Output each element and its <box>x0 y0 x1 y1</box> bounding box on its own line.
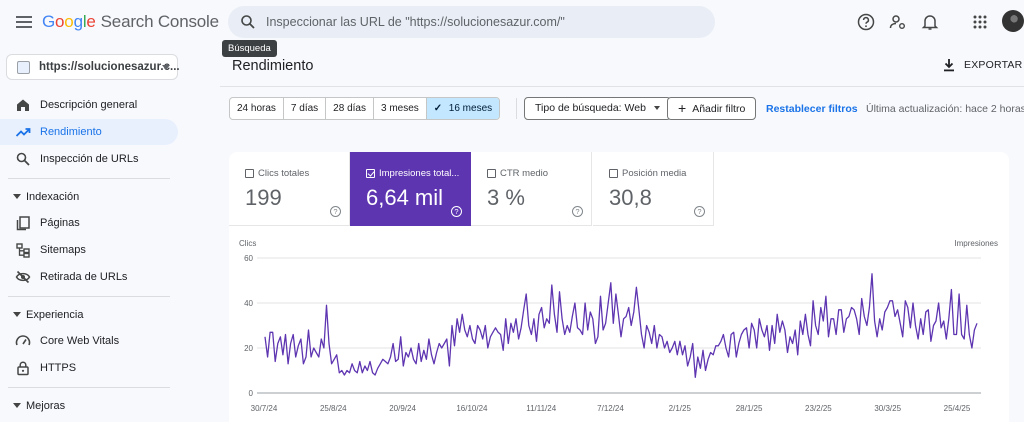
sidebar-divider <box>8 178 170 179</box>
performance-card: Clics totales 199 ? Impresiones total...… <box>229 152 1009 422</box>
x-tick-label: 30/7/24 <box>251 404 278 413</box>
search-tooltip: Búsqueda <box>222 40 277 57</box>
x-tick-label: 25/4/25 <box>944 404 971 413</box>
date-range-28d[interactable]: 28 días <box>326 98 374 119</box>
impressions-series-line <box>264 273 978 378</box>
property-selector[interactable]: https://solucionesazur.c... <box>6 54 180 80</box>
sidebar-item-url-inspection[interactable]: Inspección de URLs <box>0 146 178 172</box>
y-tick-label: 0 <box>249 389 254 398</box>
sidebar-item-sitemaps[interactable]: Sitemaps <box>0 237 178 263</box>
reset-filters-link[interactable]: Restablecer filtros <box>766 103 858 115</box>
menu-icon[interactable] <box>12 10 36 34</box>
caret-down-icon <box>13 312 21 317</box>
notifications-icon[interactable] <box>920 12 940 32</box>
trending-up-icon <box>15 128 31 137</box>
apps-grid-icon[interactable] <box>970 12 990 32</box>
property-url: https://solucionesazur.c... <box>39 61 180 73</box>
manage-accounts-icon[interactable] <box>888 12 908 32</box>
x-tick-label: 2/1/25 <box>669 404 692 413</box>
header-divider <box>220 86 1024 87</box>
x-tick-label: 28/1/25 <box>736 404 763 413</box>
lock-icon <box>17 361 29 376</box>
date-range-3m[interactable]: 3 meses <box>374 98 427 119</box>
site-favicon-icon <box>17 61 30 74</box>
pages-icon <box>16 216 30 231</box>
sidebar-item-pages[interactable]: Páginas <box>0 210 178 236</box>
product-name: Search Console <box>100 12 219 31</box>
metric-average-position[interactable]: Posición media 30,8 ? <box>593 152 714 226</box>
sidebar-section-indexacion[interactable]: Indexación <box>0 186 178 208</box>
sidebar-divider <box>8 296 170 297</box>
date-range-selector: 24 horas 7 días 28 días 3 meses ✓ 16 mese… <box>229 97 501 120</box>
download-icon <box>944 59 954 72</box>
x-tick-label: 7/12/24 <box>597 404 624 413</box>
page-title: Rendimiento <box>232 58 314 74</box>
performance-chart: Clics Impresiones 0 20 40 60 30/7/24 25/8/24 20/… <box>239 239 998 413</box>
metric-average-ctr[interactable]: CTR medio 3 % ? <box>471 152 592 226</box>
sidebar-item-overview[interactable]: Descripción general <box>0 92 178 118</box>
x-tick-label: 25/8/24 <box>320 404 347 413</box>
export-button[interactable]: EXPORTAR <box>942 56 1022 76</box>
search-type-filter[interactable]: Tipo de búsqueda: Web <box>524 97 671 120</box>
x-tick-label: 20/9/24 <box>389 404 416 413</box>
sidebar-divider <box>8 387 170 388</box>
add-filter-button[interactable]: + Añadir filtro <box>667 97 757 120</box>
visibility-off-icon <box>15 270 31 284</box>
last-update-text: Última actualización: hace 2 horas <box>866 103 1024 115</box>
x-tick-label: 30/3/25 <box>874 404 901 413</box>
y-tick-label: 20 <box>244 344 253 353</box>
y-tick-label: 60 <box>244 254 253 263</box>
y-tick-label: 40 <box>244 299 253 308</box>
date-range-16m[interactable]: ✓ 16 meses <box>426 98 500 119</box>
sitemap-icon <box>16 243 30 258</box>
help-icon[interactable]: ? <box>451 206 462 217</box>
help-icon[interactable] <box>856 12 876 32</box>
caret-down-icon <box>653 106 660 111</box>
sidebar-item-performance[interactable]: Rendimiento <box>0 119 178 145</box>
search-icon[interactable] <box>240 14 256 30</box>
sidebar-item-removals[interactable]: Retirada de URLs <box>0 264 178 290</box>
x-tick-label: 16/10/24 <box>456 404 488 413</box>
app-logo[interactable]: Google Search Console <box>42 12 219 31</box>
help-icon[interactable]: ? <box>694 206 705 217</box>
sidebar-section-mejoras[interactable]: Mejoras <box>0 395 178 417</box>
search-icon <box>16 152 30 166</box>
chevron-down-icon <box>162 65 170 70</box>
caret-down-icon <box>13 194 21 199</box>
x-tick-label: 11/11/24 <box>526 404 557 413</box>
help-icon[interactable]: ? <box>330 206 341 217</box>
search-input[interactable] <box>266 6 706 38</box>
sidebar-item-https[interactable]: HTTPS <box>0 355 178 381</box>
checkbox[interactable] <box>245 169 254 178</box>
y-axis-label-right: Impresiones <box>954 239 998 248</box>
speed-icon <box>15 335 31 346</box>
sidebar-item-core-web-vitals[interactable]: Core Web Vitals <box>0 328 178 354</box>
metric-total-impressions[interactable]: Impresiones total... 6,64 mil ? <box>350 152 471 226</box>
toolbar-separator <box>516 98 517 119</box>
x-tick-label: 23/2/25 <box>805 404 832 413</box>
checkbox[interactable] <box>609 169 618 178</box>
checkbox-checked[interactable] <box>366 169 375 178</box>
help-icon[interactable]: ? <box>572 206 583 217</box>
date-range-24h[interactable]: 24 horas <box>230 98 284 119</box>
metric-total-clicks[interactable]: Clics totales 199 ? <box>229 152 350 226</box>
sidebar-section-experiencia[interactable]: Experiencia <box>0 304 178 326</box>
home-icon <box>17 99 29 111</box>
date-range-7d[interactable]: 7 días <box>284 98 327 119</box>
checkbox[interactable] <box>487 169 496 178</box>
plus-icon: + <box>678 100 687 116</box>
y-axis-label-left: Clics <box>239 239 256 248</box>
avatar[interactable] <box>1002 10 1024 32</box>
url-inspection-search[interactable] <box>228 6 715 38</box>
caret-down-icon <box>13 403 21 408</box>
check-icon: ✓ <box>433 103 443 114</box>
